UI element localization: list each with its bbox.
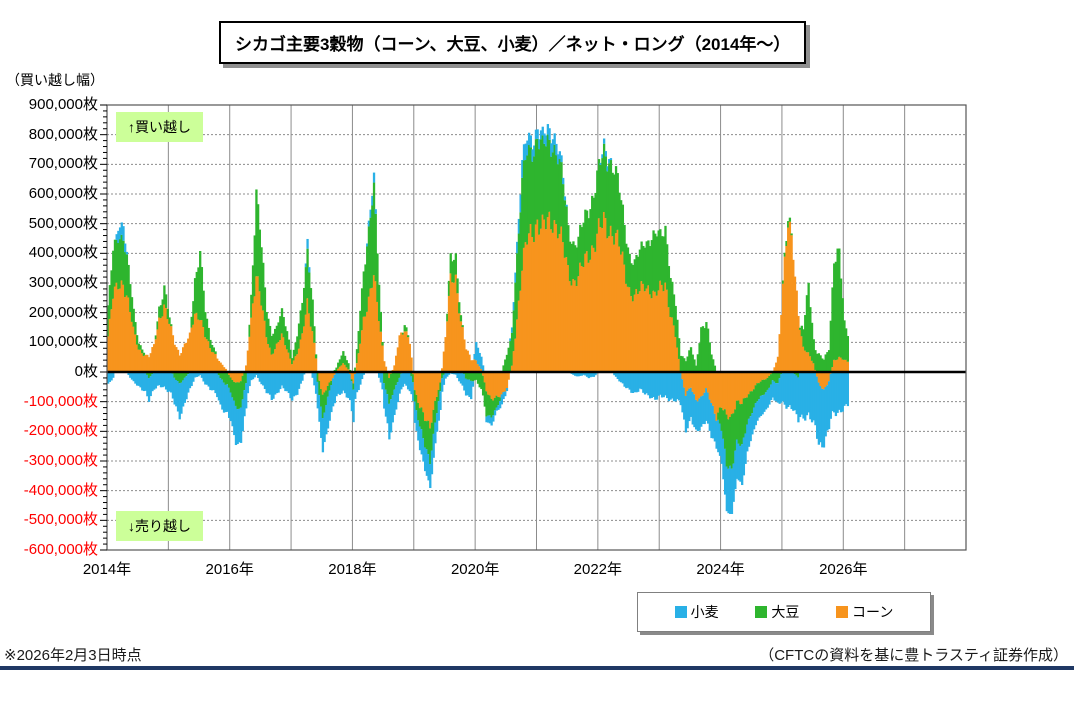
footer-divider	[0, 666, 1074, 670]
x-tick-label: 2020年	[450, 561, 500, 578]
sell-excess-annotation: ↓売り越し	[116, 511, 203, 541]
legend: 小麦 大豆 コーン	[637, 592, 931, 632]
x-tick-label: 2018年	[328, 561, 377, 578]
y-tick-label: -200,000枚	[23, 422, 98, 440]
buy-excess-annotation: ↑買い越し	[116, 112, 203, 142]
y-tick-label: -100,000枚	[23, 392, 98, 410]
y-tick-label: 200,000枚	[28, 303, 98, 321]
x-tick-label: 2026年	[819, 561, 868, 578]
y-axis-unit-label: （買い越し幅）	[6, 72, 104, 88]
legend-label-wheat: 小麦	[690, 604, 719, 620]
legend-item-wheat: 小麦	[674, 602, 719, 622]
x-tick-label: 2022年	[573, 561, 623, 578]
y-tick-label: 500,000枚	[28, 214, 98, 232]
y-tick-label: 0枚	[74, 363, 98, 380]
legend-label-corn: コーン	[852, 604, 894, 620]
y-tick-label: 800,000枚	[28, 125, 98, 143]
legend-item-soybean: 大豆	[755, 602, 799, 622]
y-tick-label: -500,000枚	[23, 511, 98, 529]
x-tick-label: 2016年	[205, 561, 254, 578]
y-tick-label: -400,000枚	[23, 481, 98, 499]
as-of-date-note: ※2026年2月3日時点	[4, 647, 142, 664]
corn-swatch-icon	[836, 606, 849, 618]
x-tick-label: 2024年	[696, 561, 745, 578]
y-tick-label: 900,000枚	[28, 96, 98, 113]
y-tick-label: -300,000枚	[23, 452, 98, 469]
y-tick-label: 400,000枚	[28, 244, 98, 262]
y-tick-label: 600,000枚	[28, 185, 98, 202]
chart-title: シカゴ主要3穀物（コーン、大豆、小麦）／ネット・ロング（2014年～）	[219, 21, 807, 64]
x-tick-label: 2014年	[82, 561, 132, 578]
source-credit-note: （CFTCの資料を基に豊トラスティ証券作成）	[759, 647, 1068, 664]
legend-label-soybean: 大豆	[771, 604, 800, 620]
y-tick-label: -600,000枚	[23, 541, 98, 558]
wheat-swatch-icon	[674, 606, 687, 618]
soybean-swatch-icon	[755, 606, 768, 618]
legend-item-corn: コーン	[836, 602, 893, 622]
y-tick-label: 300,000枚	[28, 274, 98, 291]
y-tick-label: 100,000枚	[28, 333, 98, 351]
y-tick-label: 700,000枚	[28, 155, 98, 173]
